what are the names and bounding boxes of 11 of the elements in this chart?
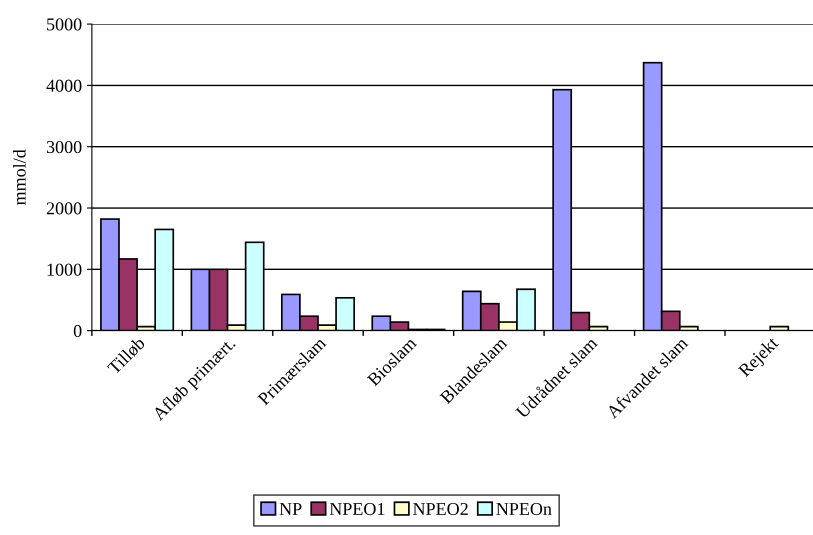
y-tick-label: 2000 — [46, 202, 82, 214]
y-tick-label: 3000 — [46, 140, 82, 154]
y-tick-label: 4000 — [46, 80, 82, 92]
legend-label: NPEOn — [496, 502, 552, 516]
legend-label: NP — [280, 503, 302, 515]
legend-label: NPEO1 — [330, 502, 384, 516]
y-tick-label: 1000 — [48, 264, 82, 276]
y-tick-label: 5000 — [47, 18, 82, 31]
legend-label: NPEO2 — [413, 502, 468, 516]
y-tick-label: 0 — [74, 324, 82, 338]
y-axis-title: mmol/d — [12, 149, 26, 206]
